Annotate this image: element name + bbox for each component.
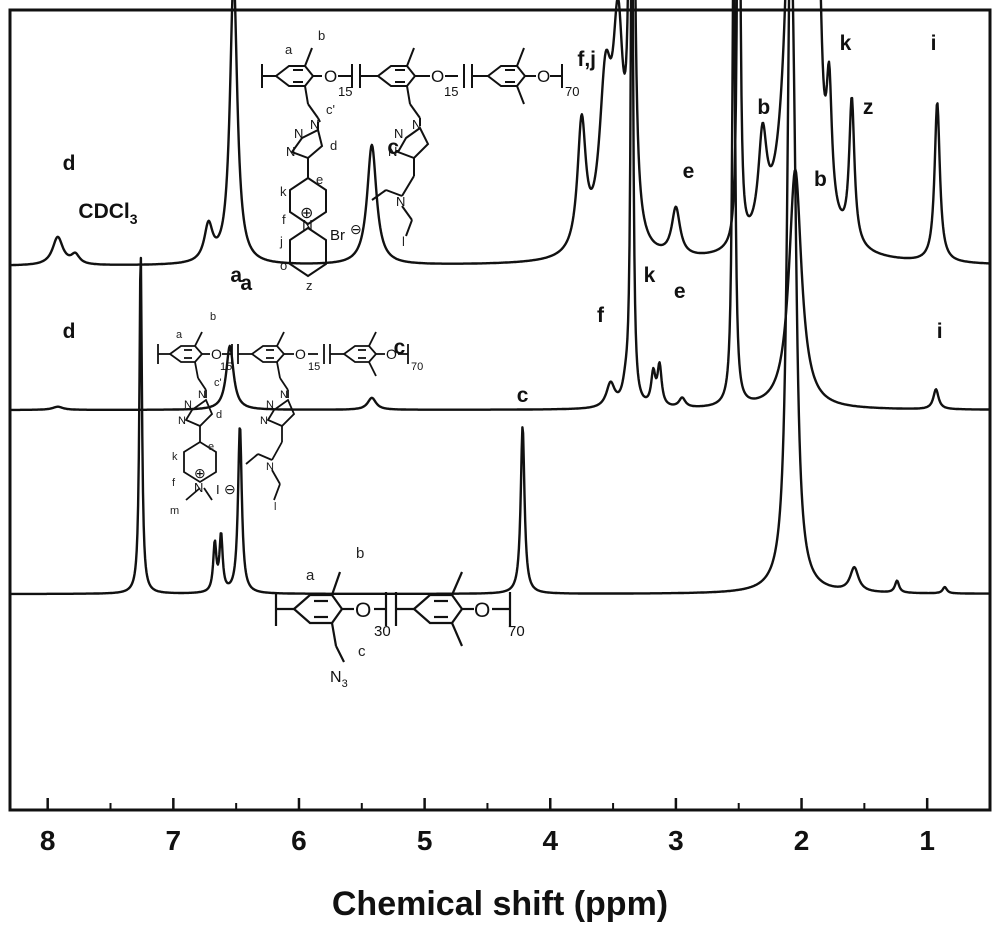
x-axis-ticks: 8 7 6 5 4 3 2 1 [40,798,990,856]
struct-mid-label-l: l [274,501,276,513]
struct-mid-n7: N [260,415,268,427]
struct-mid-n6: N [266,399,274,411]
peak-label-bottom-3: b [757,96,770,119]
struct-mid-label-c: c' [214,377,222,389]
struct-mid-label-b: b [210,311,216,323]
struct-top-n3: N [286,144,295,159]
x-tick-label-8: 8 [40,825,56,856]
struct-mid-o3: O [386,346,397,362]
struct-mid-minus: ⊖ [224,481,236,497]
struct-mid-n70: 70 [411,361,423,373]
struct-mid-label-d: d [216,409,222,421]
spectrum-middle [10,0,990,410]
struct-top-label-k: k [280,184,287,199]
struct-mid-n8: N [266,461,274,473]
struct-mid-label-e: e [208,441,214,453]
struct-mid-n3: N [178,415,186,427]
struct-top-n8: N [396,194,405,209]
x-tick-label-5: 5 [417,825,433,856]
structure-bottom-text: O O 30 70 a b c N3 [306,545,525,690]
x-tick-label-2: 2 [794,825,810,856]
struct-mid-plus: ⊕ [194,465,206,481]
struct-top-label-l: l [402,234,405,249]
struct-mid-n4: N [194,480,203,495]
x-axis-title: Chemical shift (ppm) [332,885,668,923]
peak-label-middle-8: b [814,168,827,191]
spectra-layer [10,0,990,594]
struct-mid-o2: O [295,346,306,362]
struct-top-label-d: d [330,138,337,153]
struct-bot-n30: 30 [374,623,391,640]
struct-top-o2: O [431,67,444,86]
peak-label-bottom-1: a [230,264,242,287]
struct-top-n15b: 15 [444,84,458,99]
struct-mid-o1: O [211,346,222,362]
struct-top-plus: ⊕ [300,205,313,222]
struct-top-n2: N [294,126,303,141]
struct-top-label-c: c' [326,102,335,117]
struct-mid-label-a: a [176,329,183,341]
struct-top-label-j: j [279,234,283,249]
peak-label-bottom-2: c [517,384,529,407]
structure-top [262,48,562,276]
peak-label-top-0: d [63,152,76,175]
x-tick-label-7: 7 [166,825,182,856]
struct-top-o1: O [324,67,337,86]
struct-top-n7: N [388,144,397,159]
struct-mid-n15a: 15 [220,361,232,373]
struct-mid-i: I [216,482,220,497]
peak-label-middle-5: k [644,264,656,287]
struct-bot-n70: 70 [508,623,525,640]
peak-label-middle-1: a [240,272,252,295]
x-tick-label-3: 3 [668,825,684,856]
struct-bot-n3-symbol: N [330,669,342,686]
structure-top-text: O O O 15 15 70 a b c' d e k f j o z l N … [279,28,579,293]
peak-label-middle-3: f [597,304,605,327]
x-tick-label-6: 6 [291,825,307,856]
peak-label-top-4: e [683,160,695,183]
peak-label-bottom-0: CDCl3 [78,200,137,227]
struct-top-br: Br [330,227,345,244]
x-tick-label-4: 4 [542,825,558,856]
struct-top-label-a: a [285,42,293,57]
struct-bot-label-a: a [306,567,315,584]
struct-mid-n15b: 15 [308,361,320,373]
struct-top-n15a: 15 [338,84,352,99]
structure-middle-text: O O O 15 15 70 a b c' d e k f m l N N N … [170,311,423,517]
struct-top-minus: ⊖ [350,221,362,237]
peak-label-top-10: i [931,32,937,55]
struct-mid-n2: N [184,399,192,411]
struct-top-n6: N [394,126,403,141]
struct-bot-n3-sub: 3 [342,678,348,690]
struct-top-n5: N [412,117,421,132]
struct-mid-label-k: k [172,451,178,463]
struct-bot-o2: O [474,599,490,622]
struct-mid-n5: N [280,389,288,401]
peak-label-middle-9: i [937,320,943,343]
struct-top-label-e: e [316,172,323,187]
peak-label-middle-0: d [63,320,76,343]
struct-mid-label-m: m [170,505,179,517]
x-tick-label-1: 1 [919,825,935,856]
struct-top-label-o: o [280,258,287,273]
struct-top-label-z: z [306,278,313,293]
spectrum-bottom [10,0,990,594]
peak-label-middle-6: e [674,280,686,303]
struct-top-o3: O [537,67,550,86]
struct-bot-label-c: c [358,643,366,660]
struct-bot-n3: N3 [330,669,348,690]
struct-mid-n1: N [198,389,206,401]
peak-label-top-8: k [840,32,852,55]
struct-bot-label-b: b [356,545,364,562]
struct-top-label-f: f [282,212,286,227]
peak-label-top-9: z [863,96,874,119]
struct-mid-label-f: f [172,477,176,489]
struct-top-label-b: b [318,28,325,43]
struct-top-n1: N [310,117,319,132]
struct-top-n70: 70 [565,84,579,99]
peak-label-top-3: f,j [577,48,596,71]
struct-bot-o1: O [355,599,371,622]
